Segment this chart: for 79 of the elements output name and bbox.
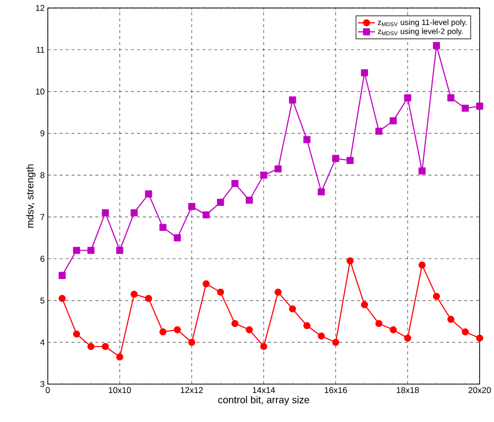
point [303, 322, 310, 330]
point [102, 209, 109, 216]
point [231, 320, 238, 328]
point [346, 257, 354, 264]
point [216, 288, 224, 296]
y-tick-label: 7 [40, 214, 44, 220]
point [246, 196, 253, 204]
y-tick-label: 4 [40, 339, 45, 346]
point [116, 246, 124, 254]
point [145, 190, 152, 198]
point [360, 69, 368, 76]
point [432, 292, 440, 300]
y-axis-title: mdsv, strength [26, 164, 36, 228]
point [202, 280, 210, 288]
x-tick-label: 12x12 [180, 387, 203, 394]
point [404, 334, 412, 342]
point [375, 320, 382, 328]
point [159, 328, 166, 336]
point [260, 343, 268, 350]
point [375, 128, 382, 135]
point [332, 154, 340, 162]
point [390, 326, 397, 334]
point [174, 326, 181, 334]
point [418, 167, 426, 175]
point [476, 334, 484, 342]
point [73, 330, 80, 338]
y-tick-label: 5 [40, 298, 44, 304]
point [432, 42, 440, 50]
point [332, 338, 340, 346]
point [87, 246, 94, 254]
point [360, 301, 368, 308]
point [404, 94, 412, 102]
point [288, 305, 296, 312]
point [145, 294, 152, 302]
point [87, 343, 94, 350]
x-tick-label: 20x20 [468, 387, 491, 394]
y-tick-label: 9 [40, 130, 44, 136]
point [462, 104, 469, 112]
point [303, 136, 310, 144]
point [462, 328, 469, 336]
point [102, 343, 109, 350]
y-tick-label: 3 [40, 381, 44, 388]
point [260, 172, 268, 179]
point [447, 94, 454, 102]
point [246, 326, 253, 334]
y-tick-label: 6 [40, 256, 44, 262]
x-axis-title: control bit, array size [218, 396, 310, 406]
point [58, 294, 66, 302]
point [130, 209, 138, 216]
point [174, 234, 181, 242]
y-tick-label: 10 [36, 88, 44, 95]
point [447, 316, 454, 323]
y-tick-label: 11 [36, 46, 44, 53]
point [318, 332, 325, 340]
point [231, 180, 238, 188]
point [130, 290, 138, 298]
x-tick-label: 14x14 [252, 387, 275, 393]
point [58, 272, 66, 280]
x-tick-label: 18x18 [396, 387, 419, 394]
point [288, 96, 296, 104]
point [318, 188, 325, 196]
point [188, 338, 196, 346]
point [116, 353, 124, 361]
point [274, 165, 282, 172]
point [418, 262, 426, 269]
point [202, 211, 210, 218]
point [476, 102, 484, 110]
point [159, 224, 166, 231]
point [390, 117, 397, 124]
point [274, 288, 282, 296]
point [346, 157, 354, 164]
point [73, 246, 80, 254]
x-tick-label: 10x10 [108, 387, 131, 394]
point [216, 198, 224, 206]
x-tick-label: 0 [46, 387, 50, 394]
point [188, 202, 196, 210]
y-tick-label: 12 [36, 5, 44, 11]
x-tick-label: 16x16 [324, 387, 347, 394]
y-tick-label: 8 [40, 172, 44, 178]
